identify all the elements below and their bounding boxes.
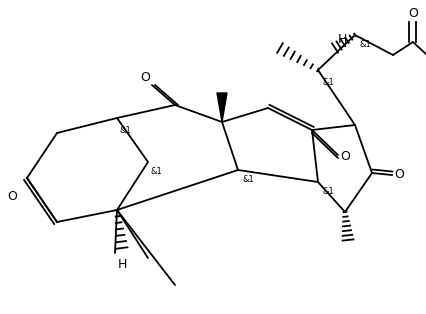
Text: &1: &1 [359, 40, 371, 49]
Text: &1: &1 [242, 175, 254, 184]
Text: O: O [339, 149, 349, 163]
Text: &1: &1 [120, 126, 132, 135]
Text: O: O [7, 190, 17, 203]
Polygon shape [216, 93, 227, 122]
Text: O: O [140, 71, 150, 84]
Text: &1: &1 [322, 78, 334, 87]
Text: &1: &1 [322, 187, 334, 196]
Text: &1: &1 [151, 167, 162, 176]
Text: H: H [337, 33, 347, 46]
Text: O: O [393, 169, 403, 181]
Text: H: H [117, 258, 127, 271]
Text: O: O [407, 7, 417, 20]
